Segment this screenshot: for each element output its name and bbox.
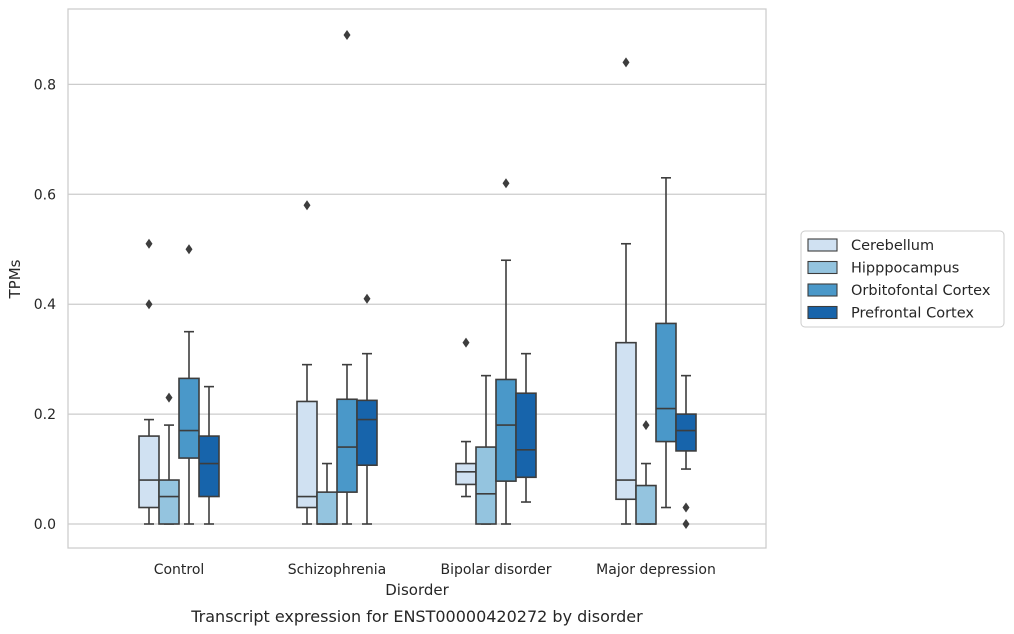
box-hipppocampus-major-depression: [635, 420, 657, 525]
box-orbitofontal-cortex-major-depression: [655, 177, 677, 509]
legend-swatch: [807, 238, 838, 252]
outlier-point: [502, 178, 510, 189]
legend-entry: Hipppocampus: [851, 261, 959, 277]
box-prefrontal-cortex-schizophrenia: [356, 293, 378, 525]
outlier-point: [303, 200, 311, 211]
legend-entry: Prefrontal Cortex: [851, 306, 974, 322]
box-orbitofontal-cortex-schizophrenia: [336, 29, 358, 525]
box-iqr: [675, 413, 697, 452]
legend-frame: [800, 230, 1005, 328]
outlier-point: [145, 299, 153, 310]
outlier-point: [622, 57, 630, 68]
box-orbitofontal-cortex-bipolar-disorder: [495, 178, 517, 525]
outlier-point: [343, 29, 351, 40]
y-tick-label: 0.4: [34, 297, 56, 313]
box-iqr: [356, 399, 378, 467]
box-prefrontal-cortex-major-depression: [675, 374, 697, 529]
box-iqr: [316, 491, 338, 525]
outlier-point: [682, 519, 690, 529]
box-iqr: [655, 322, 677, 443]
legend-swatch: [807, 283, 838, 297]
outlier-point: [642, 420, 650, 431]
box-iqr: [515, 392, 537, 479]
legend-entry: Orbitofontal Cortex: [851, 283, 991, 299]
chart-caption: Transcript expression for ENST0000042027…: [190, 607, 643, 626]
plot-area-frame: [67, 8, 767, 549]
box-cerebellum-bipolar-disorder: [455, 337, 477, 498]
x-tick-label: Schizophrenia: [288, 562, 386, 578]
box-iqr: [336, 398, 358, 493]
outlier-point: [185, 244, 193, 255]
box-iqr: [178, 377, 200, 459]
legend-swatch: [807, 260, 838, 275]
y-tick-label: 0.6: [34, 187, 56, 203]
box-iqr: [296, 400, 318, 509]
y-tick-label: 0.2: [34, 407, 56, 423]
legend-swatch: [807, 305, 838, 320]
box-prefrontal-cortex-bipolar-disorder: [515, 352, 537, 503]
outlier-point: [462, 337, 470, 348]
box-iqr: [158, 479, 180, 525]
outlier-point: [165, 392, 173, 403]
y-axis-label: TPMs: [6, 259, 24, 299]
box-iqr: [495, 378, 517, 482]
box-hipppocampus-bipolar-disorder: [475, 374, 497, 525]
box-cerebellum-control: [138, 238, 160, 525]
legend: Cerebellum Hipppocampus Orbitofontal Corte…: [800, 230, 1005, 328]
grid-lines: [68, 83, 766, 525]
y-tick-label: 0.8: [34, 77, 56, 93]
boxes: [138, 29, 697, 529]
x-tick-labels: Control Schizophrenia Bipolar disorder Majo…: [154, 562, 716, 578]
legend-entry: Cerebellum: [851, 238, 934, 254]
box-iqr: [615, 341, 637, 501]
box-cerebellum-schizophrenia: [296, 200, 318, 525]
box-hipppocampus-control: [158, 392, 180, 525]
box-orbitofontal-cortex-control: [178, 244, 200, 525]
x-tick-label: Major depression: [596, 562, 716, 578]
box-hipppocampus-schizophrenia: [316, 462, 338, 525]
box-iqr: [455, 462, 477, 486]
y-tick-labels: 0.0 0.2 0.4 0.6 0.8: [34, 77, 56, 533]
box-iqr: [198, 435, 220, 498]
box-iqr: [635, 484, 657, 525]
box-prefrontal-cortex-control: [198, 385, 220, 525]
x-axis-label: Disorder: [385, 581, 449, 599]
x-tick-label: Bipolar disorder: [440, 562, 551, 578]
box-iqr: [475, 446, 497, 525]
outlier-point: [363, 293, 371, 304]
box-iqr: [138, 435, 160, 509]
box-cerebellum-major-depression: [615, 57, 637, 525]
outlier-point: [682, 502, 690, 513]
y-tick-label: 0.0: [34, 517, 56, 533]
outlier-point: [145, 238, 153, 249]
x-tick-label: Control: [154, 562, 205, 578]
